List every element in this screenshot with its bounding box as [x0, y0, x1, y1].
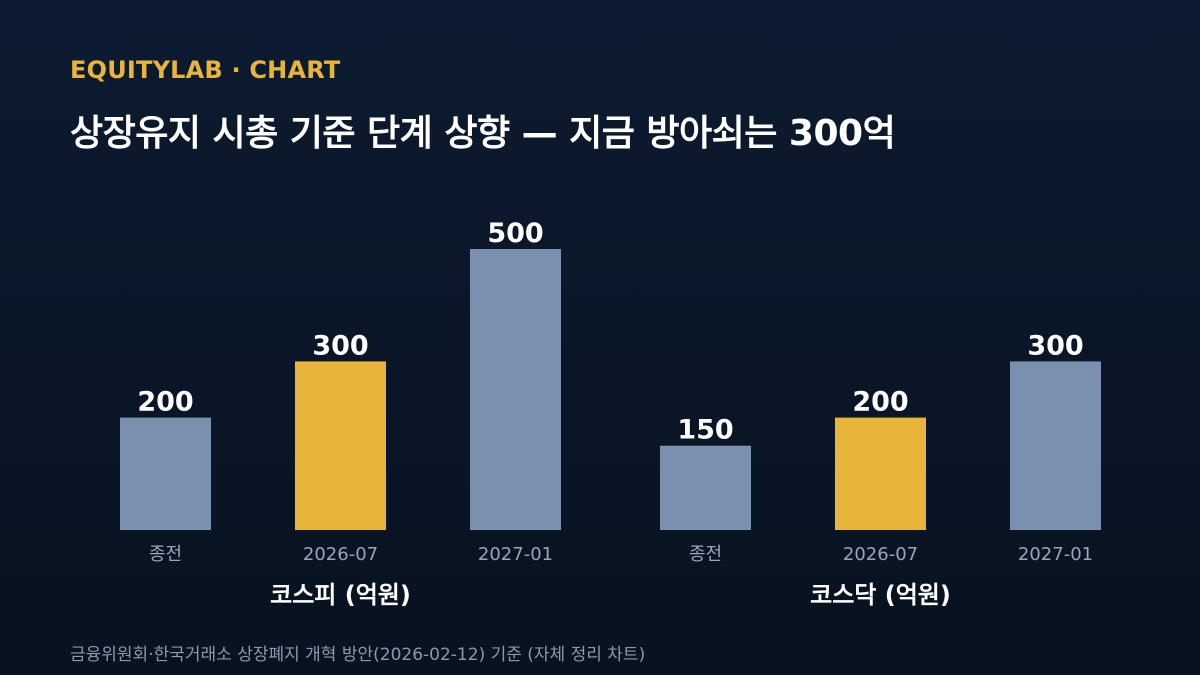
data-label: 500: [487, 218, 543, 249]
data-label: 200: [137, 387, 193, 418]
tick-label: 2027-01: [478, 544, 553, 565]
data-label: 150: [677, 415, 733, 446]
bar: [835, 417, 926, 530]
chart-title: 상장유지 시총 기준 단계 상향 — 지금 방아쇠는 300억: [70, 113, 896, 154]
data-label: 200: [852, 387, 908, 418]
bar: [295, 361, 386, 530]
bar: [120, 417, 211, 530]
tick-label: 2027-01: [1018, 544, 1093, 565]
data-label: 300: [312, 330, 368, 361]
tick-label: 종전: [689, 544, 722, 565]
data-label: 300: [1027, 330, 1083, 361]
group-label: 코스닥 (억원): [810, 581, 951, 609]
source-note: 금융위원회·한국거래소 상장폐지 개혁 방안(2026-02-12) 기준 (자…: [70, 645, 646, 665]
tick-label: 2026-07: [843, 544, 918, 565]
bar: [660, 445, 751, 530]
group-label: 코스피 (억원): [270, 581, 411, 609]
bar: [470, 249, 561, 530]
tick-label: 종전: [149, 544, 182, 565]
bar: [1010, 361, 1101, 530]
brand-label: EQUITYLAB · CHART: [70, 56, 341, 84]
tick-label: 2026-07: [303, 544, 378, 565]
